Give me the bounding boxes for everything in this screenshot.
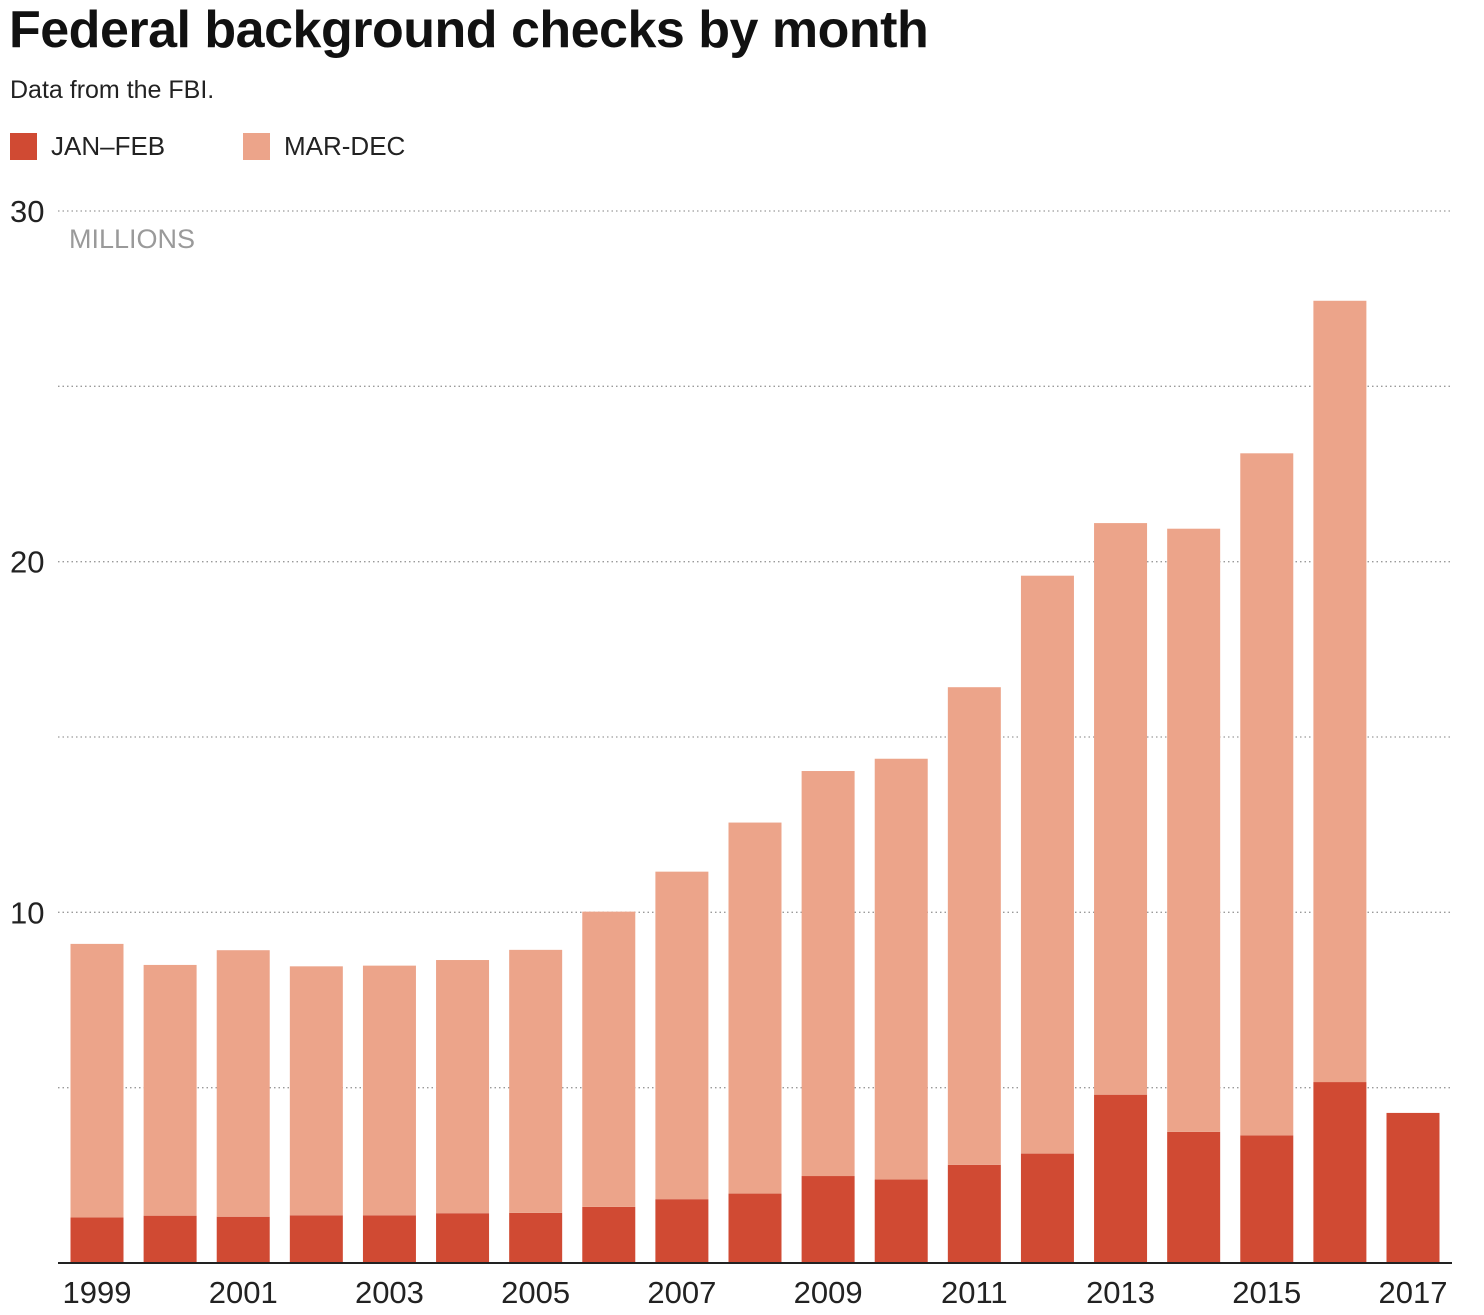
bar-jan-feb-2010 [874,1179,928,1263]
bar-mar-dec-2009 [801,771,855,1177]
x-tick-label: 2011 [941,1275,1008,1310]
bar-mar-dec-2005 [509,949,563,1213]
y-tick-label: 30 [10,194,44,229]
bar-jan-feb-2001 [216,1216,270,1263]
bar-jan-feb-2015 [1240,1135,1294,1263]
x-tick-label: 2003 [355,1275,424,1310]
x-tick-label: 2015 [1232,1275,1301,1310]
chart-title: Federal background checks by month [9,1,929,59]
bar-jan-feb-2004 [436,1213,490,1263]
bar-jan-feb-2007 [655,1199,709,1263]
legend-item-jan-feb: JAN–FEB [10,130,165,162]
bar-jan-feb-2006 [582,1206,636,1263]
bar-mar-dec-2014 [1167,528,1221,1132]
bar-jan-feb-2000 [143,1215,197,1263]
bar-mar-dec-1999 [70,943,124,1218]
bar-mar-dec-2003 [362,965,416,1216]
bars [70,300,1440,1263]
legend-swatch-jan-feb [10,132,37,160]
bar-mar-dec-2004 [436,960,490,1214]
chart-subtitle: Data from the FBI. [10,76,215,104]
bar-mar-dec-2002 [289,966,343,1216]
bar-jan-feb-2016 [1313,1082,1367,1263]
bar-mar-dec-2013 [1094,523,1148,1095]
bar-mar-dec-2008 [728,822,782,1194]
bar-jan-feb-2014 [1167,1131,1221,1263]
bar-jan-feb-2003 [362,1215,416,1263]
legend-item-mar-dec: MAR-DEC [243,130,405,162]
bar-mar-dec-2001 [216,950,270,1217]
y-tick-label: 10 [10,895,44,930]
unit-label: MILLIONS [69,224,195,254]
bar-mar-dec-2000 [143,964,197,1216]
bar-mar-dec-2007 [655,871,709,1200]
legend-swatch-mar-dec [243,132,270,160]
x-axis-ticks: 1999 2001 2003 2005 2007 2009 2011 2013 2015 2017 [63,1275,1448,1310]
legend-label-mar-dec: MAR-DEC [284,130,406,161]
bar-mar-dec-2010 [874,758,928,1180]
x-tick-label: 2009 [794,1275,863,1310]
bar-jan-feb-2005 [509,1212,563,1263]
bar-mar-dec-2011 [947,687,1001,1165]
legend: JAN–FEB MAR-DEC [10,130,610,162]
x-tick-label: 2017 [1379,1275,1448,1310]
bar-jan-feb-2002 [289,1215,343,1263]
bar-jan-feb-2017 [1386,1112,1440,1263]
x-tick-label: 1999 [63,1275,132,1310]
y-tick-label: 20 [10,545,44,580]
x-tick-label: 2007 [647,1275,716,1310]
bar-jan-feb-2008 [728,1193,782,1263]
bar-mar-dec-2016 [1313,300,1367,1083]
bar-jan-feb-2013 [1094,1094,1148,1263]
bar-mar-dec-2006 [582,911,636,1207]
bar-jan-feb-2012 [1020,1153,1074,1263]
x-tick-label: 2001 [209,1275,278,1310]
bar-mar-dec-2015 [1240,453,1294,1136]
bar-mar-dec-2012 [1020,575,1074,1154]
bar-jan-feb-2011 [947,1164,1001,1263]
legend-label-jan-feb: JAN–FEB [51,130,166,161]
x-tick-label: 2013 [1086,1275,1155,1310]
bar-jan-feb-2009 [801,1176,855,1263]
bar-jan-feb-1999 [70,1217,124,1263]
y-axis-ticks: 10 20 30 [10,194,44,930]
x-tick-label: 2005 [501,1275,570,1310]
